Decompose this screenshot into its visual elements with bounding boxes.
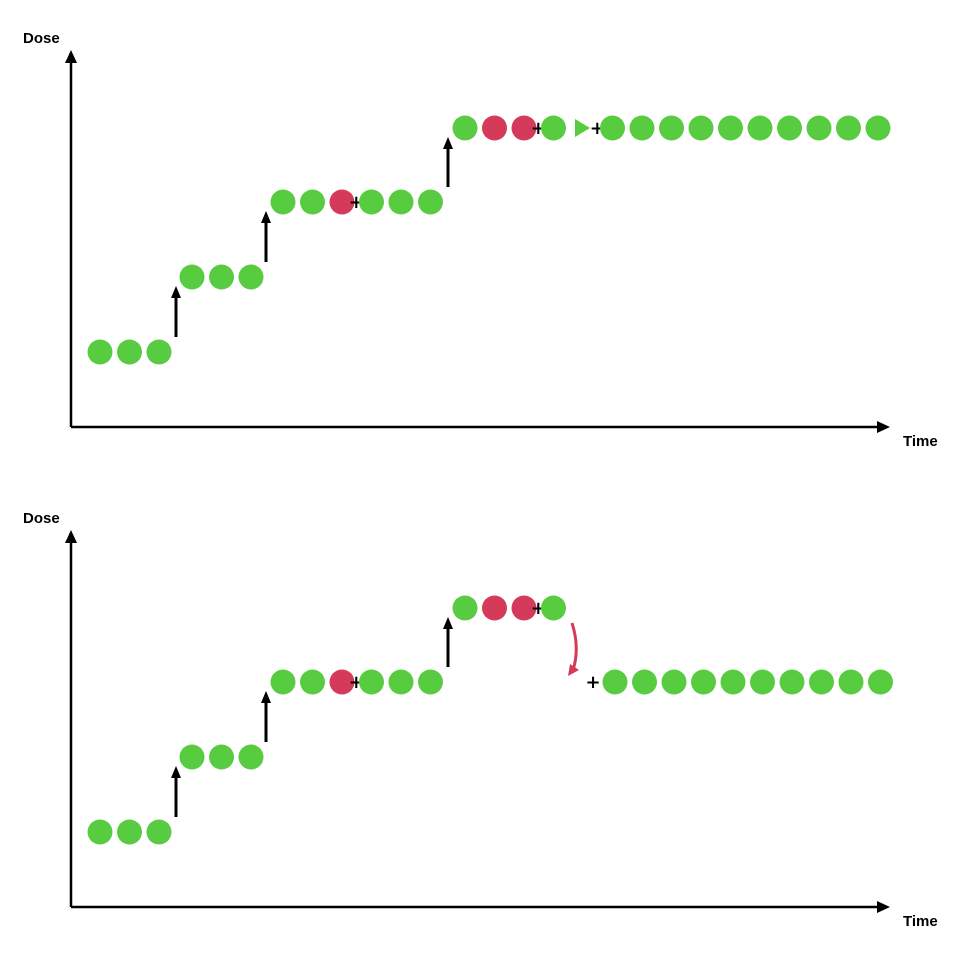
patient-tolerated bbox=[388, 669, 414, 695]
patient-tolerated bbox=[777, 115, 802, 141]
patient-tolerated bbox=[541, 115, 566, 141]
marks-top: ++ + bbox=[87, 115, 891, 365]
y-axis-label: Dose bbox=[23, 510, 60, 527]
patient-tolerated bbox=[718, 115, 743, 141]
patient-tolerated bbox=[688, 115, 714, 141]
patient-tolerated bbox=[629, 115, 655, 141]
escalation-arrowhead bbox=[443, 137, 453, 149]
patient-tolerated bbox=[238, 264, 264, 290]
patient-tolerated bbox=[117, 819, 142, 845]
y-axis-label: Dose bbox=[23, 30, 60, 47]
x-axis-label: Time bbox=[903, 913, 938, 930]
patient-tolerated bbox=[117, 339, 142, 365]
patient-dlt bbox=[329, 669, 355, 695]
y-axis-arrowhead bbox=[65, 530, 77, 543]
patient-tolerated bbox=[806, 115, 832, 141]
marks-bottom: +++ bbox=[87, 595, 893, 845]
patient-dlt bbox=[329, 189, 355, 215]
patient-tolerated bbox=[300, 669, 325, 695]
x-axis-arrowhead bbox=[877, 421, 890, 433]
patient-tolerated bbox=[418, 189, 443, 215]
patient-tolerated bbox=[270, 189, 296, 215]
continue-marker bbox=[575, 119, 590, 137]
patient-tolerated bbox=[541, 595, 566, 621]
patient-tolerated bbox=[209, 264, 234, 290]
patient-dlt bbox=[482, 595, 507, 621]
panel-top: Dose Time ++ + bbox=[23, 30, 938, 450]
patient-tolerated bbox=[865, 115, 891, 141]
patient-tolerated bbox=[720, 669, 746, 695]
x-axis-label: Time bbox=[903, 433, 938, 450]
patient-tolerated bbox=[87, 339, 113, 365]
patient-tolerated bbox=[750, 669, 775, 695]
patient-tolerated bbox=[747, 115, 773, 141]
x-axis-arrowhead bbox=[877, 901, 890, 913]
patient-tolerated bbox=[179, 744, 205, 770]
patient-tolerated bbox=[300, 189, 325, 215]
patient-dlt bbox=[511, 115, 537, 141]
panel-bottom: Dose Time +++ bbox=[23, 510, 938, 930]
patient-tolerated bbox=[836, 115, 861, 141]
patient-tolerated bbox=[359, 669, 384, 695]
patient-tolerated bbox=[661, 669, 687, 695]
escalation-arrowhead bbox=[443, 617, 453, 629]
patient-tolerated bbox=[659, 115, 684, 141]
patient-tolerated bbox=[868, 669, 893, 695]
plus-sign: + bbox=[585, 672, 600, 693]
patient-tolerated bbox=[600, 115, 625, 141]
de-escalation-arrowhead bbox=[568, 664, 579, 676]
y-axis-arrowhead bbox=[65, 50, 77, 63]
patient-tolerated bbox=[452, 115, 478, 141]
patient-tolerated bbox=[452, 595, 478, 621]
patient-dlt bbox=[511, 595, 537, 621]
escalation-arrowhead bbox=[261, 211, 271, 223]
patient-dlt bbox=[482, 115, 507, 141]
patient-tolerated bbox=[838, 669, 864, 695]
patient-tolerated bbox=[179, 264, 205, 290]
patient-tolerated bbox=[809, 669, 834, 695]
patient-tolerated bbox=[388, 189, 414, 215]
patient-tolerated bbox=[691, 669, 716, 695]
patient-tolerated bbox=[146, 339, 172, 365]
escalation-arrowhead bbox=[261, 691, 271, 703]
de-escalation-arrow bbox=[570, 622, 578, 671]
patient-tolerated bbox=[270, 669, 296, 695]
patient-tolerated bbox=[146, 819, 172, 845]
escalation-arrowhead bbox=[171, 766, 181, 778]
escalation-arrowhead bbox=[171, 286, 181, 298]
patient-tolerated bbox=[602, 669, 628, 695]
patient-tolerated bbox=[238, 744, 264, 770]
patient-tolerated bbox=[418, 669, 443, 695]
patient-tolerated bbox=[632, 669, 657, 695]
patient-tolerated bbox=[209, 744, 234, 770]
patient-tolerated bbox=[87, 819, 113, 845]
patient-tolerated bbox=[779, 669, 805, 695]
patient-tolerated bbox=[359, 189, 384, 215]
